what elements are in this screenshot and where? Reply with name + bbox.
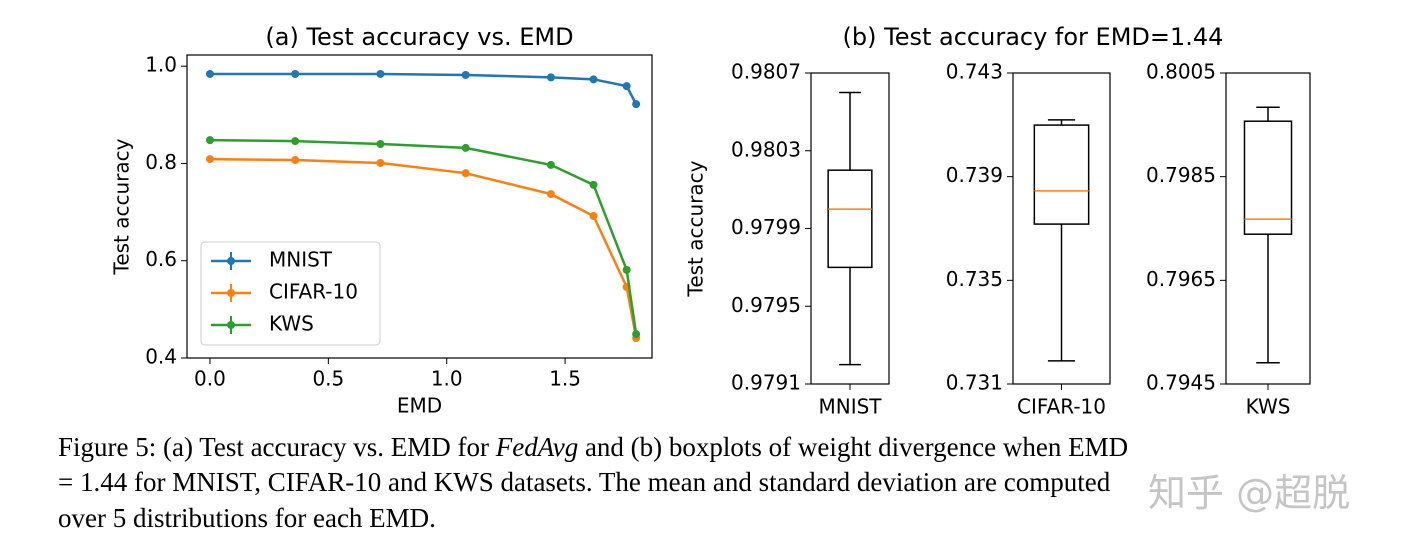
x-tick-label: 0.5 bbox=[312, 367, 344, 391]
point bbox=[376, 69, 385, 78]
point bbox=[632, 100, 641, 109]
y-tick-label: 0.9807 bbox=[731, 60, 801, 84]
point bbox=[589, 75, 598, 84]
y-tick-label: 0.731 bbox=[946, 371, 1003, 395]
x-axis-label: EMD bbox=[397, 394, 442, 418]
point bbox=[291, 137, 300, 146]
legend-label: CIFAR-10 bbox=[269, 280, 358, 304]
legend-swatch bbox=[227, 289, 235, 297]
box bbox=[1033, 124, 1090, 225]
point bbox=[589, 180, 598, 189]
point bbox=[461, 70, 470, 79]
point bbox=[546, 190, 555, 199]
point bbox=[205, 69, 214, 78]
x-tick-label: 1.5 bbox=[549, 367, 581, 391]
x-tick-label: MNIST bbox=[818, 395, 882, 419]
point bbox=[632, 330, 641, 339]
caption-text: Figure 5: (a) Test accuracy vs. EMD for bbox=[58, 432, 496, 462]
series-line bbox=[209, 157, 638, 339]
point bbox=[461, 169, 470, 178]
y-tick-label: 0.743 bbox=[946, 60, 1003, 84]
y-tick-label: 0.9799 bbox=[731, 215, 801, 239]
caption-line: over 5 distributions for each EMD. bbox=[58, 503, 436, 533]
y-tick-label: 0.739 bbox=[946, 163, 1003, 187]
point bbox=[291, 69, 300, 78]
point bbox=[546, 160, 555, 169]
x-tick-label: KWS bbox=[1246, 395, 1291, 419]
caption-emphasis: FedAvg bbox=[495, 432, 579, 462]
legend-box bbox=[200, 241, 381, 346]
point bbox=[622, 82, 631, 91]
y-tick-label: 0.9795 bbox=[731, 293, 801, 317]
chart-title: (a) Test accuracy vs. EMD bbox=[265, 23, 573, 51]
chart-title: (b) Test accuracy for EMD=1.44 bbox=[843, 23, 1224, 51]
point bbox=[205, 136, 214, 145]
x-tick-label: 1.0 bbox=[431, 367, 463, 391]
watermark: 知乎 @超脱 bbox=[1148, 471, 1351, 515]
point bbox=[546, 73, 555, 82]
y-tick-label: 0.8005 bbox=[1146, 60, 1216, 84]
y-tick-label: 0.7945 bbox=[1146, 371, 1216, 395]
legend-label: KWS bbox=[269, 312, 314, 336]
box bbox=[827, 169, 873, 269]
caption-line: Figure 5: (a) Test accuracy vs. EMD for … bbox=[58, 432, 1128, 463]
box bbox=[1243, 120, 1293, 235]
point bbox=[376, 158, 385, 167]
plot-frame bbox=[186, 54, 653, 359]
point bbox=[376, 140, 385, 149]
y-tick-label: 0.8 bbox=[145, 150, 177, 174]
point bbox=[622, 265, 631, 274]
x-tick-label: CIFAR-10 bbox=[1017, 395, 1106, 419]
caption-line: = 1.44 for MNIST, CIFAR-10 and KWS datas… bbox=[58, 467, 1111, 497]
y-tick-label: 0.6 bbox=[145, 247, 177, 271]
legend-swatch bbox=[227, 321, 235, 329]
point bbox=[291, 156, 300, 165]
y-tick-label: 0.7965 bbox=[1146, 267, 1216, 291]
legend-swatch bbox=[227, 257, 235, 265]
y-axis-label: Test accuracy bbox=[684, 160, 708, 297]
series-line bbox=[209, 138, 638, 335]
point bbox=[589, 211, 598, 220]
y-tick-label: 0.9791 bbox=[731, 371, 801, 395]
y-tick-label: 1.0 bbox=[145, 53, 177, 77]
y-tick-label: 0.7985 bbox=[1146, 163, 1216, 187]
series-line bbox=[209, 72, 638, 105]
charts: (a) Test accuracy vs. EMD 0.0 0.5 1.0 1.5 0.4… bbox=[110, 23, 1311, 419]
point bbox=[461, 143, 470, 152]
y-tick-label: 0.9803 bbox=[731, 137, 801, 161]
y-tick-label: 0.735 bbox=[946, 267, 1003, 291]
point bbox=[205, 155, 214, 164]
caption-text: and (b) boxplots of weight divergence wh… bbox=[578, 432, 1129, 462]
y-axis-label: Test accuracy bbox=[110, 138, 134, 275]
legend-label: MNIST bbox=[269, 248, 333, 272]
x-tick-label: 0.0 bbox=[194, 367, 226, 391]
y-tick-label: 0.4 bbox=[145, 345, 177, 369]
